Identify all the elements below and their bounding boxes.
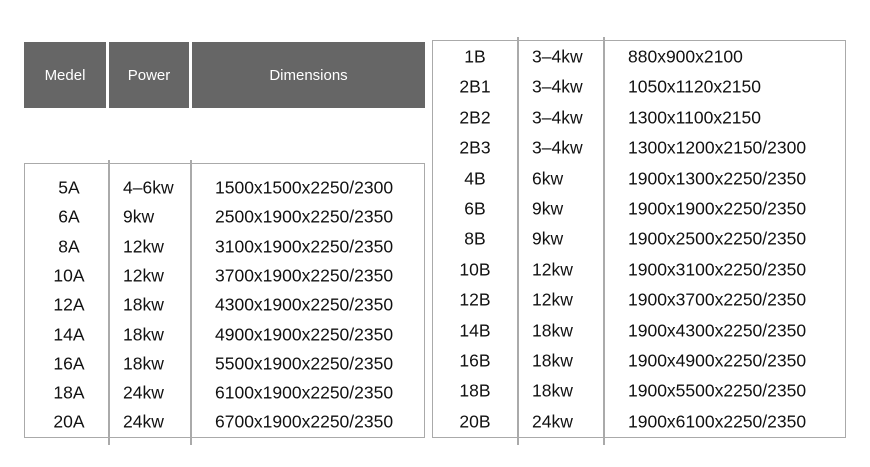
dimensions-cell: 1900x3100x2250/2350 [628, 259, 807, 280]
model-cell: 6A [58, 206, 80, 227]
dimensions-cell: 4900x1900x2250/2350 [215, 324, 394, 344]
table-row: 8B 9kw 1900x2500x2250/2350 [433, 224, 845, 254]
right-spec-table: 1B 3–4kw 880x900x2100 2B1 3–4kw 1050x1120x215… [432, 37, 846, 445]
power-cell: 18kw [123, 294, 164, 315]
table-row: 18A 24kw 6100x1900x2250/2350 [25, 378, 424, 408]
power-cell: 3–4kw [532, 107, 583, 128]
dimensions-cell: 6100x1900x2250/2350 [215, 382, 394, 403]
power-cell: 12kw [123, 236, 164, 257]
column-divider [108, 160, 110, 445]
table-row: 8A 12kw 3100x1900x2250/2350 [25, 232, 424, 262]
model-cell: 10B [459, 259, 491, 280]
dimensions-cell: 1300x1100x2150 [628, 107, 761, 128]
model-cell: 4B [464, 168, 486, 189]
model-cell: 18B [459, 380, 491, 401]
table-row: 4B 6kw 1900x1300x2250/2350 [433, 164, 845, 194]
dimensions-cell: 1900x1900x2250/2350 [628, 198, 807, 219]
column-divider [517, 37, 519, 445]
power-cell: 18kw [532, 320, 573, 341]
header-power: Power [109, 42, 189, 108]
dimensions-cell: 1900x1300x2250/2350 [628, 168, 807, 189]
dimensions-cell: 1500x1500x2250/2300 [215, 177, 394, 198]
dimensions-cell: 3700x1900x2250/2350 [215, 265, 394, 286]
model-cell: 8B [464, 228, 486, 249]
model-cell: 10A [53, 265, 85, 286]
header-dimensions: Dimensions [192, 42, 425, 108]
table-row: 20B 24kw 1900x6100x2250/2350 [433, 407, 845, 437]
dimensions-cell: 1900x4900x2250/2350 [628, 350, 807, 371]
column-divider [603, 37, 605, 445]
model-cell: 14A [53, 324, 85, 344]
power-cell: 9kw [123, 206, 155, 227]
model-cell: 20A [53, 411, 85, 432]
table-row: 16B 18kw 1900x4900x2250/2350 [433, 346, 845, 376]
table-row: 2B3 3–4kw 1300x1200x2150/2300 [433, 133, 845, 163]
model-cell: 14B [459, 320, 491, 341]
table-row: 14B 18kw 1900x4300x2250/2350 [433, 316, 845, 346]
table-row: 12A 18kw 4300x1900x2250/2350 [25, 290, 424, 320]
power-cell: 3–4kw [532, 76, 583, 97]
power-cell: 18kw [123, 324, 164, 344]
table-row: 6A 9kw 2500x1900x2250/2350 [25, 202, 424, 232]
power-cell: 24kw [123, 411, 164, 432]
table-row: 14A 18kw 4900x1900x2250/2350 [25, 320, 424, 350]
model-cell: 16B [459, 350, 491, 371]
table-row: 2B1 3–4kw 1050x1120x2150 [433, 72, 845, 102]
table-row: 20A 24kw 6700x1900x2250/2350 [25, 407, 424, 437]
dimensions-cell: 3100x1900x2250/2350 [215, 236, 394, 257]
dimensions-cell: 1900x3700x2250/2350 [628, 289, 807, 310]
dimensions-cell: 1900x6100x2250/2350 [628, 411, 807, 432]
header-model: Medel [24, 42, 106, 108]
power-cell: 3–4kw [532, 46, 583, 67]
power-cell: 12kw [532, 259, 573, 280]
model-cell: 12B [459, 289, 491, 310]
table-row: 12B 12kw 1900x3700x2250/2350 [433, 285, 845, 315]
table-row: 18B 18kw 1900x5500x2250/2350 [433, 376, 845, 406]
table-row: 1B 3–4kw 880x900x2100 [433, 42, 845, 72]
model-cell: 5A [58, 177, 80, 198]
model-cell: 12A [53, 294, 85, 315]
power-cell: 18kw [123, 353, 164, 374]
power-cell: 18kw [532, 350, 573, 371]
dimensions-cell: 1900x4300x2250/2350 [628, 320, 807, 341]
dimensions-cell: 1900x2500x2250/2350 [628, 228, 807, 249]
dimensions-cell: 4300x1900x2250/2350 [215, 294, 394, 315]
dimensions-cell: 1050x1120x2150 [628, 76, 761, 97]
model-cell: 16A [53, 353, 85, 374]
dimensions-cell: 880x900x2100 [628, 46, 743, 67]
power-cell: 18kw [532, 380, 573, 401]
model-cell: 20B [459, 411, 491, 432]
dimensions-cell: 5500x1900x2250/2350 [215, 353, 394, 374]
power-cell: 24kw [123, 382, 164, 403]
model-cell: 1B [464, 46, 486, 67]
power-cell: 24kw [532, 411, 573, 432]
power-cell: 6kw [532, 168, 564, 189]
table-row: 2B2 3–4kw 1300x1100x2150 [433, 103, 845, 133]
column-divider [190, 160, 192, 445]
power-cell: 12kw [532, 289, 573, 310]
model-cell: 2B2 [459, 107, 491, 128]
table-row: 5A 4–6kw 1500x1500x2250/2300 [25, 173, 424, 203]
dimensions-cell: 1900x5500x2250/2350 [628, 380, 807, 401]
dimensions-cell: 6700x1900x2250/2350 [215, 411, 394, 432]
table-row: 10B 12kw 1900x3100x2250/2350 [433, 255, 845, 285]
power-cell: 4–6kw [123, 177, 174, 198]
power-cell: 3–4kw [532, 137, 583, 158]
model-cell: 2B3 [459, 137, 491, 158]
power-cell: 9kw [532, 228, 564, 249]
model-cell: 8A [58, 236, 80, 257]
model-cell: 2B1 [459, 76, 491, 97]
dimensions-cell: 1300x1200x2150/2300 [628, 137, 807, 158]
power-cell: 9kw [532, 198, 564, 219]
table-row: 6B 9kw 1900x1900x2250/2350 [433, 194, 845, 224]
model-cell: 18A [53, 382, 85, 403]
power-cell: 12kw [123, 265, 164, 286]
dimensions-cell: 2500x1900x2250/2350 [215, 206, 394, 227]
model-cell: 6B [464, 198, 486, 219]
table-row: 10A 12kw 3700x1900x2250/2350 [25, 261, 424, 291]
left-spec-table: 5A 4–6kw 1500x1500x2250/2300 6A 9kw 2500x1900… [24, 160, 425, 445]
table-row: 16A 18kw 5500x1900x2250/2350 [25, 349, 424, 379]
